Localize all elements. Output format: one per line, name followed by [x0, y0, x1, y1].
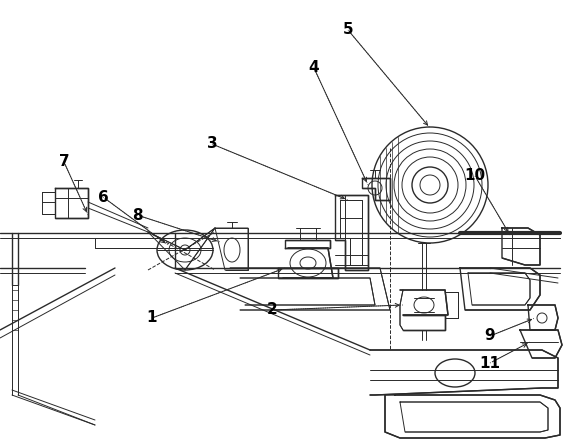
Text: 7: 7: [59, 154, 70, 169]
Text: 6: 6: [97, 190, 108, 205]
Text: 8: 8: [132, 207, 142, 223]
Text: 4: 4: [309, 61, 320, 75]
Text: 11: 11: [480, 355, 501, 371]
Text: 10: 10: [465, 169, 485, 183]
Text: 9: 9: [485, 329, 495, 343]
Text: 1: 1: [147, 310, 157, 326]
Text: 5: 5: [343, 22, 353, 37]
Text: 3: 3: [206, 136, 218, 152]
Text: 2: 2: [267, 302, 277, 318]
